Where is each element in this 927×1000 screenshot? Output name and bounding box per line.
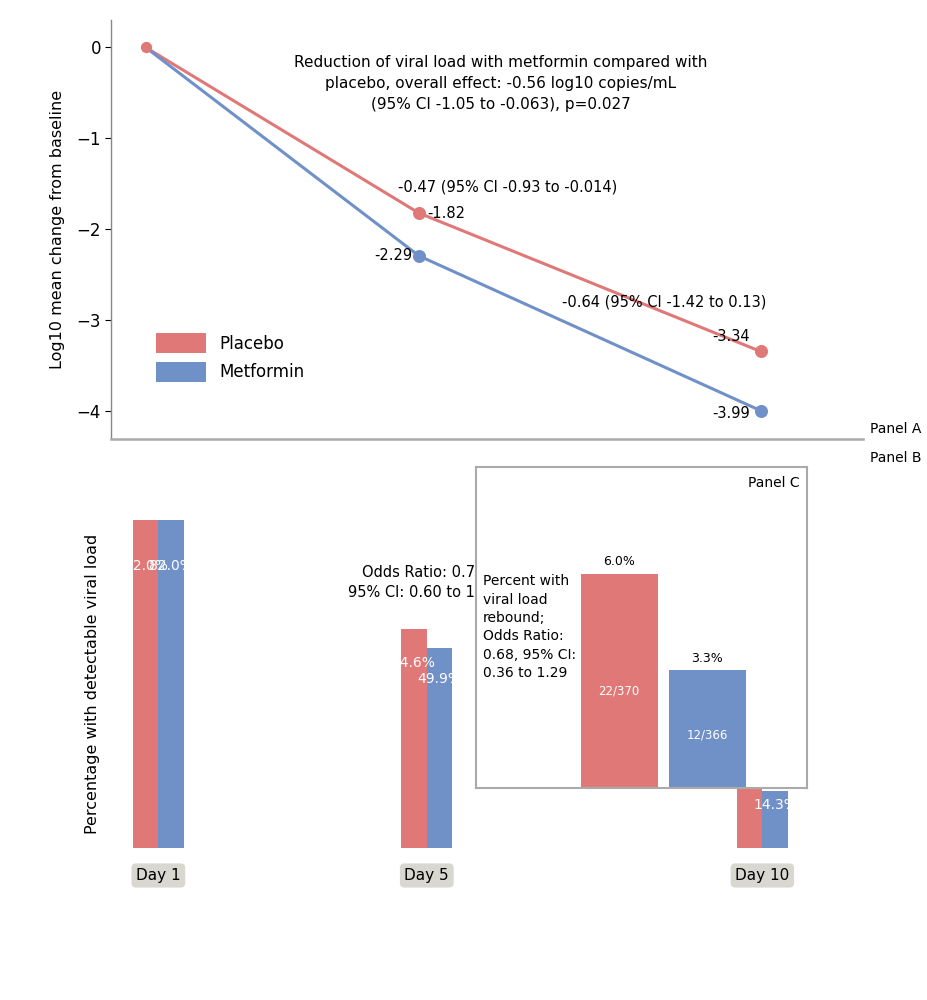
Text: -0.47 (95% CI -0.93 to -0.014): -0.47 (95% CI -0.93 to -0.014) [398, 179, 617, 194]
Y-axis label: Percentage with detectable viral load: Percentage with detectable viral load [85, 534, 100, 834]
Point [753, 403, 768, 419]
Point [138, 39, 153, 55]
Bar [400, 629, 426, 848]
Y-axis label: Log10 mean change from baseline: Log10 mean change from baseline [50, 90, 65, 369]
Text: Odds Ratio: 0.65
95% CI: 0.43 to 0.98: Odds Ratio: 0.65 95% CI: 0.43 to 0.98 [619, 693, 769, 728]
Text: Day 1: Day 1 [136, 868, 181, 883]
Text: -2.29: -2.29 [374, 248, 413, 263]
Text: Panel B: Panel B [869, 451, 921, 465]
Point [753, 343, 768, 359]
Text: Reduction of viral load with metformin compared with
placebo, overall effect: -0: Reduction of viral load with metformin c… [294, 55, 706, 112]
Point [411, 248, 425, 264]
Text: 22.6%: 22.6% [727, 768, 770, 782]
Text: 82.0%: 82.0% [123, 559, 168, 573]
Text: -0.64 (95% CI -1.42 to 0.13): -0.64 (95% CI -1.42 to 0.13) [562, 295, 766, 310]
Text: Odds Ratio: 0.79
95% CI: 0.60 to 1.05: Odds Ratio: 0.79 95% CI: 0.60 to 1.05 [348, 565, 498, 600]
Text: -3.99: -3.99 [712, 406, 750, 421]
Text: 14.3%: 14.3% [753, 798, 796, 812]
Text: 54.6%: 54.6% [392, 656, 436, 670]
Bar [159, 520, 184, 848]
Text: 82.0%: 82.0% [149, 559, 193, 573]
Bar [762, 791, 787, 848]
Text: -1.82: -1.82 [426, 206, 464, 221]
Text: 49.9%: 49.9% [417, 672, 461, 686]
Bar [133, 520, 159, 848]
Text: -3.34: -3.34 [712, 329, 750, 344]
Bar [426, 648, 451, 848]
Text: Panel A: Panel A [869, 422, 921, 436]
Point [411, 205, 425, 221]
Bar [736, 758, 762, 848]
Legend: Placebo, Metformin: Placebo, Metformin [149, 326, 311, 389]
Text: Day 10: Day 10 [734, 868, 789, 883]
Text: Day 5: Day 5 [404, 868, 449, 883]
